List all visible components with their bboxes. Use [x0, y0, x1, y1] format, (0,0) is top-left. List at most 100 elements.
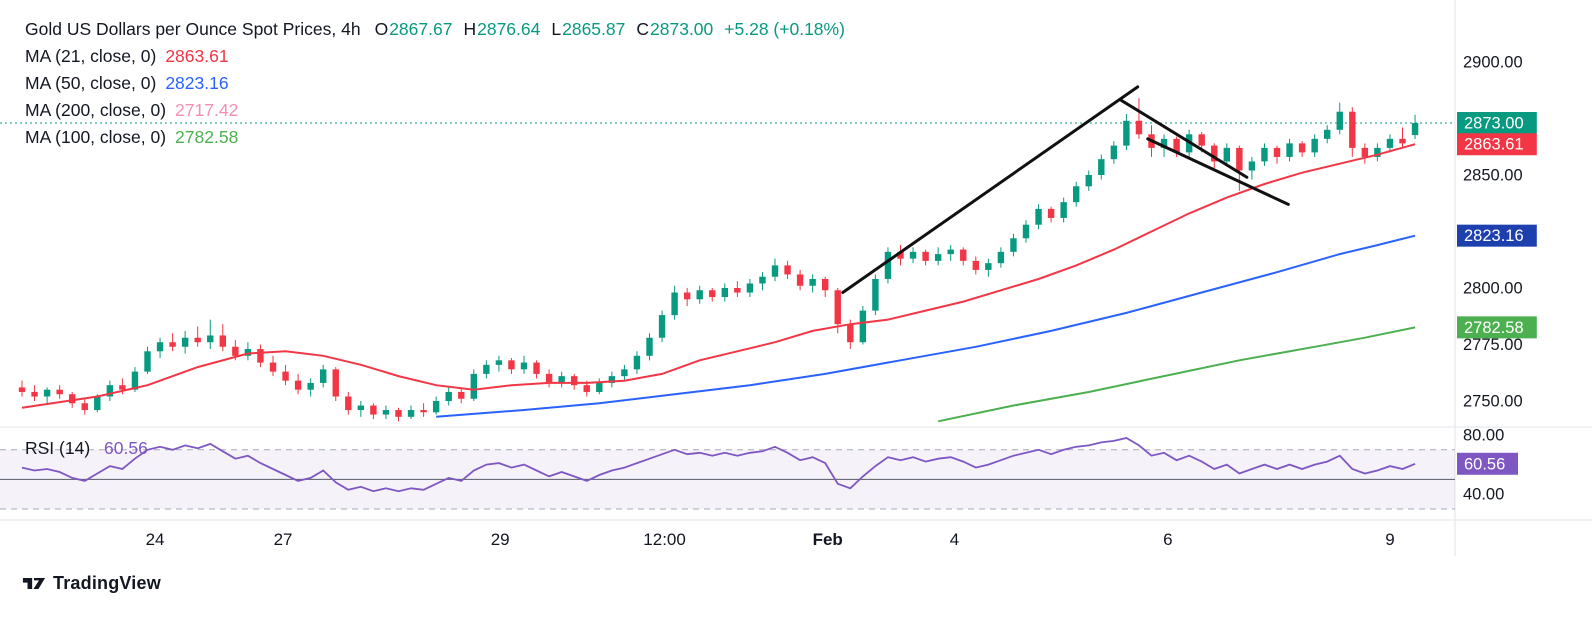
ma-21-legend-row: MA (21, close, 0) 2863.61	[25, 43, 845, 70]
svg-text:60.56: 60.56	[1464, 455, 1505, 473]
ohlc-open-value: 2867.67	[389, 19, 453, 39]
time-tick: Feb	[813, 530, 843, 549]
candle	[282, 371, 289, 381]
candle	[909, 251, 917, 259]
price-axis[interactable]: 2900.00 2850.00 2800.00 2775.00 2750.00 80.00…	[1463, 54, 1523, 504]
ohlc-open-key: O	[374, 19, 389, 39]
symbol-row: Gold US Dollars per Ounce Spot Prices, 4…	[25, 16, 845, 43]
candle	[1349, 111, 1356, 148]
candle	[683, 292, 691, 300]
candle	[407, 410, 415, 417]
candle	[1223, 147, 1230, 162]
candle	[219, 335, 226, 347]
ma-100-legend-row: MA (100, close, 0) 2782.58	[25, 124, 845, 151]
candle	[181, 337, 189, 347]
ohlc-close-key: C	[636, 19, 650, 39]
chart-canvas[interactable]: 2900.00 2850.00 2800.00 2775.00 2750.00 80.00…	[0, 0, 1592, 560]
change-value: +5.28 (+0.18%)	[724, 19, 845, 39]
ohlc-close: C2873.00	[636, 16, 713, 43]
ma-50-value: 2823.16	[165, 73, 229, 93]
candle	[633, 355, 641, 370]
candle	[621, 369, 628, 377]
chart-legend: Gold US Dollars per Ounce Spot Prices, 4…	[25, 16, 845, 151]
rsi-label[interactable]: RSI (14)	[25, 438, 91, 458]
candle	[809, 278, 816, 286]
trend-line-1[interactable]	[841, 85, 1140, 295]
candle	[784, 265, 791, 275]
candle	[545, 373, 553, 383]
candle	[370, 405, 377, 415]
ma-100-line[interactable]	[937, 326, 1416, 423]
candle	[1173, 138, 1180, 153]
brand-name[interactable]: TradingView	[53, 573, 161, 593]
candle	[1386, 138, 1394, 148]
candle	[1298, 143, 1306, 153]
trend-line-2[interactable]	[1119, 98, 1249, 179]
candle	[608, 376, 616, 383]
ma-200-label[interactable]: MA (200, close, 0)	[25, 100, 167, 120]
ohlc-high-value: 2876.64	[477, 19, 541, 39]
ma-21-line[interactable]	[21, 143, 1416, 409]
candle	[1035, 208, 1042, 225]
rsi-badge: 60.56	[1457, 452, 1518, 475]
rsi-band	[0, 449, 1455, 510]
trend-line-3[interactable]	[1146, 137, 1290, 206]
candle	[269, 362, 277, 372]
candle	[1135, 120, 1143, 135]
price-badge-ma50: 2823.16	[1457, 224, 1537, 247]
candle	[483, 364, 490, 374]
candle	[194, 337, 201, 343]
ma-50-line[interactable]	[436, 234, 1416, 418]
candle	[508, 360, 515, 370]
candle	[533, 362, 540, 374]
ma-50-label[interactable]: MA (50, close, 0)	[25, 73, 157, 93]
time-tick: 24	[146, 530, 165, 549]
time-tick: 9	[1385, 530, 1394, 549]
candle	[834, 290, 841, 325]
candle	[119, 385, 126, 390]
candle	[1261, 147, 1268, 162]
time-tick: 29	[491, 530, 510, 549]
time-axis[interactable]: 24 27 29 12:00 Feb 4 6 9	[146, 530, 1395, 549]
symbol-title[interactable]: Gold US Dollars per Ounce Spot Prices, 4…	[25, 19, 361, 39]
candle	[207, 335, 214, 343]
ma-100-label[interactable]: MA (100, close, 0)	[25, 127, 167, 147]
svg-text:2823.16: 2823.16	[1464, 227, 1524, 245]
candle	[1336, 111, 1343, 130]
candle	[257, 349, 264, 363]
ohlc-high: H2876.64	[463, 16, 540, 43]
price-badge-ma100: 2782.58	[1457, 316, 1537, 339]
candles[interactable]	[18, 98, 1419, 422]
candle	[1160, 138, 1168, 148]
ma-21-label[interactable]: MA (21, close, 0)	[25, 46, 157, 66]
candle	[169, 342, 176, 347]
candle	[458, 391, 465, 399]
rsi-tick: 80.00	[1463, 427, 1504, 445]
candle	[307, 382, 314, 390]
candle	[18, 387, 26, 392]
candle	[1361, 147, 1369, 157]
candle	[144, 351, 151, 372]
ohlc-low: L2865.87	[551, 16, 625, 43]
candle	[1123, 120, 1130, 146]
candle	[1311, 138, 1318, 153]
candle	[470, 373, 477, 399]
ma-200-value: 2717.42	[175, 100, 239, 120]
candle	[1399, 138, 1406, 144]
ohlc-low-value: 2865.87	[562, 19, 626, 39]
candle	[357, 405, 365, 411]
price-tick: 2900.00	[1463, 54, 1523, 72]
candle	[872, 278, 879, 311]
candle	[746, 283, 754, 293]
candle	[897, 251, 904, 259]
rsi-tick: 40.00	[1463, 486, 1504, 504]
ohlc-high-key: H	[463, 19, 477, 39]
candle	[646, 337, 653, 356]
candle	[721, 288, 728, 298]
candle	[1198, 134, 1205, 146]
rsi-line[interactable]	[21, 437, 1416, 493]
candle	[244, 349, 252, 356]
candle	[1060, 202, 1067, 218]
tradingview-logo[interactable]	[22, 576, 46, 591]
